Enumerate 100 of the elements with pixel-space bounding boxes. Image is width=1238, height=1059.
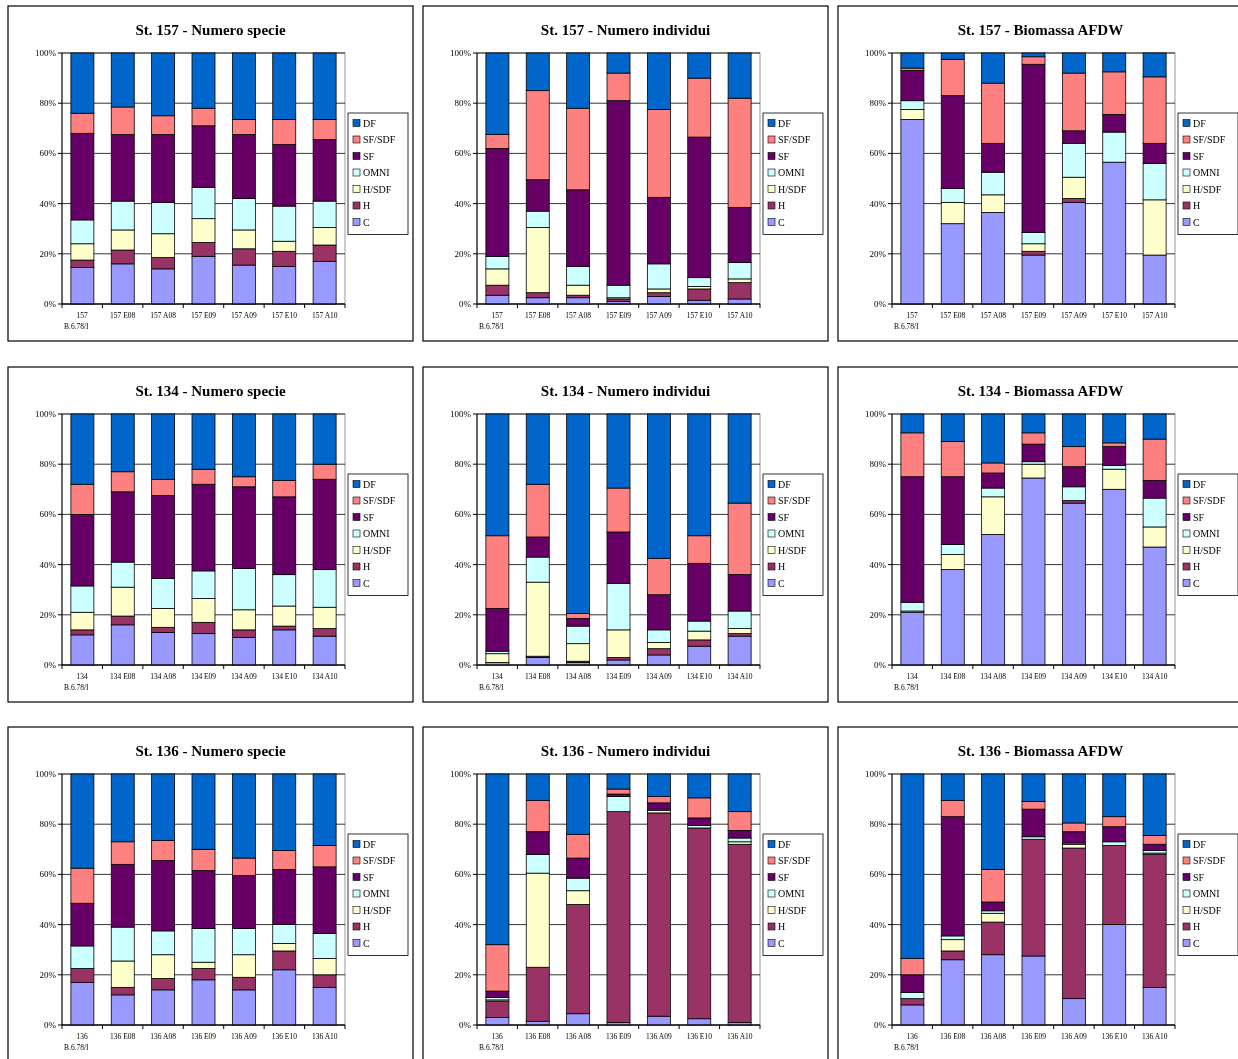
y-tick-label: 20% bbox=[454, 969, 472, 980]
legend-label: H/SDF bbox=[778, 904, 807, 916]
legend-label: SF/SDF bbox=[363, 495, 396, 506]
y-tick-label: 100% bbox=[35, 47, 57, 58]
y-tick-label: 20% bbox=[39, 248, 57, 259]
legend-label: DF bbox=[1193, 838, 1207, 850]
legend-label: H bbox=[778, 561, 786, 572]
legend-label: SF bbox=[1193, 871, 1205, 883]
legend-label: SF bbox=[363, 511, 375, 523]
y-tick-label: 80% bbox=[39, 98, 57, 109]
y-tick-label: 0% bbox=[44, 1019, 57, 1030]
y-tick-label: 100% bbox=[450, 768, 472, 779]
y-tick-label: 60% bbox=[454, 509, 472, 520]
legend-label: OMNI bbox=[1193, 167, 1220, 178]
y-tick-label: 20% bbox=[39, 609, 57, 620]
y-tick-label: 0% bbox=[459, 1019, 472, 1030]
chart-title: St. 134 - Biomassa AFDW bbox=[957, 383, 1124, 399]
y-tick-label: 0% bbox=[874, 298, 887, 309]
y-tick-label: 60% bbox=[39, 509, 57, 520]
y-tick-label: 40% bbox=[869, 198, 887, 209]
y-tick-label: 100% bbox=[865, 408, 887, 419]
legend-label: H bbox=[778, 200, 786, 211]
legend-label: H bbox=[363, 921, 371, 932]
legend-label: OMNI bbox=[363, 167, 390, 178]
chart-title: St. 157 - Biomassa AFDW bbox=[957, 22, 1124, 38]
legend-label: H bbox=[1193, 561, 1201, 572]
y-tick-label: 60% bbox=[39, 869, 57, 880]
y-tick-label: 100% bbox=[865, 47, 887, 58]
chart-title: St. 136 - Numero specie bbox=[135, 743, 286, 759]
legend-label: SF bbox=[363, 150, 375, 162]
legend-label: DF bbox=[363, 838, 377, 850]
legend-label: H bbox=[363, 200, 371, 211]
y-tick-label: 100% bbox=[865, 768, 887, 779]
legend-label: SF bbox=[778, 511, 790, 523]
legend-label: H/SDF bbox=[363, 544, 392, 556]
y-tick-label: 60% bbox=[869, 509, 887, 520]
y-tick-label: 80% bbox=[39, 459, 57, 470]
legend-label: OMNI bbox=[778, 528, 805, 539]
y-tick-label: 80% bbox=[869, 98, 887, 109]
legend-label: DF bbox=[363, 117, 377, 129]
y-tick-label: 100% bbox=[450, 408, 472, 419]
legend-label: OMNI bbox=[1193, 888, 1220, 899]
y-tick-label: 0% bbox=[44, 659, 57, 670]
legend-label: C bbox=[778, 577, 785, 589]
legend-label: DF bbox=[1193, 117, 1207, 129]
legend-label: C bbox=[1193, 577, 1200, 589]
y-tick-label: 40% bbox=[454, 198, 472, 209]
legend-label: H bbox=[778, 921, 786, 932]
legend-label: DF bbox=[778, 838, 792, 850]
legend-label: H bbox=[1193, 921, 1201, 932]
y-tick-label: 20% bbox=[454, 248, 472, 259]
legend-label: OMNI bbox=[363, 888, 390, 899]
legend-label: C bbox=[778, 216, 785, 228]
chart-title: St. 136 - Numero individui bbox=[540, 743, 711, 759]
legend-label: H/SDF bbox=[1193, 183, 1222, 195]
y-tick-label: 100% bbox=[35, 408, 57, 419]
legend-label: H/SDF bbox=[778, 183, 807, 195]
legend-label: C bbox=[363, 216, 370, 228]
y-tick-label: 80% bbox=[39, 819, 57, 830]
y-tick-label: 60% bbox=[39, 148, 57, 159]
y-tick-label: 40% bbox=[39, 559, 57, 570]
legend-label: H/SDF bbox=[363, 904, 392, 916]
legend-label: SF/SDF bbox=[1193, 855, 1226, 866]
chart-title: St. 134 - Numero individui bbox=[540, 383, 711, 399]
legend-label: H/SDF bbox=[1193, 904, 1222, 916]
legend-label: DF bbox=[363, 478, 377, 490]
legend-label: SF bbox=[1193, 150, 1205, 162]
y-tick-label: 80% bbox=[454, 98, 472, 109]
y-tick-label: 20% bbox=[869, 248, 887, 259]
y-tick-label: 60% bbox=[869, 148, 887, 159]
legend-label: SF bbox=[778, 871, 790, 883]
legend-label: SF/SDF bbox=[778, 495, 811, 506]
y-tick-label: 60% bbox=[454, 148, 472, 159]
legend-label: SF/SDF bbox=[363, 134, 396, 145]
y-tick-label: 40% bbox=[869, 559, 887, 570]
legend-label: H/SDF bbox=[1193, 544, 1222, 556]
legend-label: SF/SDF bbox=[1193, 495, 1226, 506]
legend-label: H bbox=[1193, 200, 1201, 211]
legend-label: H/SDF bbox=[363, 183, 392, 195]
chart-title: St. 157 - Numero individui bbox=[540, 22, 711, 38]
legend-label: H/SDF bbox=[778, 544, 807, 556]
y-tick-label: 80% bbox=[869, 819, 887, 830]
legend-label: C bbox=[363, 577, 370, 589]
legend-label: C bbox=[1193, 216, 1200, 228]
y-tick-label: 40% bbox=[454, 919, 472, 930]
y-tick-label: 20% bbox=[869, 969, 887, 980]
legend-label: H bbox=[363, 561, 371, 572]
y-tick-label: 100% bbox=[450, 47, 472, 58]
legend-label: C bbox=[363, 937, 370, 949]
y-tick-label: 20% bbox=[454, 609, 472, 620]
legend-label: OMNI bbox=[363, 528, 390, 539]
y-tick-label: 80% bbox=[869, 459, 887, 470]
y-tick-label: 0% bbox=[874, 1019, 887, 1030]
y-tick-label: 80% bbox=[454, 819, 472, 830]
legend-label: SF/SDF bbox=[1193, 134, 1226, 145]
legend-label: DF bbox=[1193, 478, 1207, 490]
chart-title: St. 136 - Biomassa AFDW bbox=[957, 743, 1124, 759]
y-tick-label: 0% bbox=[459, 659, 472, 670]
y-tick-label: 20% bbox=[869, 609, 887, 620]
legend-label: SF bbox=[778, 150, 790, 162]
